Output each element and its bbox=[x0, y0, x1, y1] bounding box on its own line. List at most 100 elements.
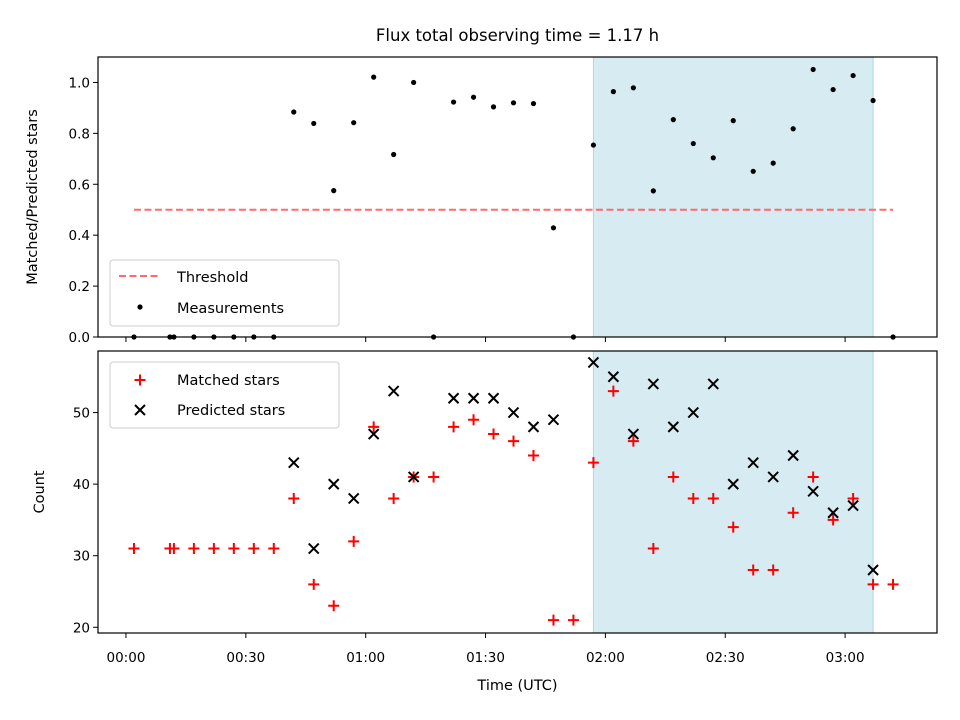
predicted-star-point bbox=[308, 542, 320, 555]
legend-measurements-label: Measurements bbox=[177, 301, 284, 317]
bottom-y-axis-label: Count bbox=[32, 470, 48, 513]
top-y-tick-label: 0.8 bbox=[69, 126, 90, 142]
matched-star-point bbox=[527, 449, 539, 461]
top-plot-frame bbox=[97, 56, 938, 338]
chart-title: Flux total observing time = 1.17 h bbox=[376, 26, 659, 45]
matched-star-point bbox=[687, 492, 699, 504]
legend-measurements-swatch bbox=[137, 304, 143, 310]
matched-star-point bbox=[508, 435, 520, 447]
measurement-point bbox=[291, 109, 297, 115]
predicted-star-point bbox=[387, 385, 400, 397]
matched-star-point bbox=[707, 492, 719, 504]
measurement-point bbox=[670, 117, 676, 123]
bottom-y-tick-label: 30 bbox=[73, 549, 90, 565]
top-y-tick-label: 0.4 bbox=[69, 228, 90, 244]
matched-star-point bbox=[308, 578, 320, 590]
top-panel: 0.0 0.2 0.4 0.6 0.8 1.0 Threshold Measurements bbox=[69, 56, 938, 346]
matched-star-point bbox=[368, 421, 380, 433]
matched-star-point bbox=[767, 564, 779, 576]
top-legend: Threshold Measurements bbox=[109, 259, 340, 327]
measurement-point bbox=[750, 168, 756, 174]
matched-star-point bbox=[847, 492, 859, 504]
bottom-legend: Matched stars Predicted stars bbox=[109, 361, 340, 429]
predicted-star-point bbox=[847, 499, 859, 512]
matched-star-point bbox=[587, 457, 599, 469]
matched-star-point bbox=[388, 492, 400, 504]
predicted-star-point bbox=[807, 485, 819, 497]
top-y-tick-label: 0.0 bbox=[69, 330, 90, 346]
predicted-star-point bbox=[367, 428, 380, 440]
matched-star-point bbox=[128, 543, 140, 555]
measurement-point bbox=[490, 104, 497, 110]
measurement-point bbox=[610, 89, 616, 95]
bottom-plot-frame bbox=[97, 350, 938, 634]
matched-star-point bbox=[647, 543, 659, 555]
bottom-y-tick-label: 40 bbox=[73, 477, 90, 493]
predicted-star-point bbox=[787, 449, 799, 462]
matched-star-point bbox=[288, 492, 300, 504]
measurement-point bbox=[850, 72, 856, 79]
top-legend-box bbox=[109, 259, 340, 327]
bottom-panel: 20 30 40 50 00:00 00:30 01:00 01:30 02:00 02:30 03… bbox=[73, 350, 938, 666]
predicted-star-point bbox=[867, 564, 879, 576]
measurement-point bbox=[730, 118, 736, 124]
predicted-star-point bbox=[647, 378, 660, 390]
measurement-point bbox=[770, 160, 776, 166]
matched-star-point bbox=[807, 471, 819, 483]
legend-predicted-swatch bbox=[134, 404, 146, 416]
predicted-star-point bbox=[328, 478, 340, 490]
matched-star-point bbox=[567, 614, 579, 626]
measurement-point bbox=[331, 188, 337, 194]
matched-star-point bbox=[787, 507, 799, 519]
bottom-y-tick-label: 20 bbox=[73, 620, 90, 636]
matched-star-point bbox=[448, 421, 460, 433]
legend-threshold-label: Threshold bbox=[176, 270, 248, 286]
matched-star-point bbox=[168, 543, 180, 555]
top-y-tick-label: 1.0 bbox=[69, 75, 90, 91]
legend-matched-label: Matched stars bbox=[177, 373, 280, 389]
measurement-point bbox=[650, 188, 656, 194]
matched-star-point bbox=[248, 543, 260, 555]
predicted-star-point bbox=[747, 456, 759, 469]
matched-star-point bbox=[827, 514, 839, 526]
measurement-point bbox=[790, 126, 796, 132]
predicted-star-point bbox=[507, 406, 520, 419]
matched-star-point bbox=[208, 543, 220, 555]
measurement-point bbox=[391, 151, 397, 158]
measurement-point bbox=[530, 100, 537, 107]
predicted-star-point bbox=[407, 471, 420, 483]
measurement-point bbox=[450, 99, 457, 105]
measurement-point bbox=[630, 85, 636, 91]
top-y-tick-label: 0.6 bbox=[69, 177, 90, 193]
measurement-point bbox=[510, 100, 517, 106]
predicted-star-point bbox=[627, 428, 640, 440]
legend-matched-swatch bbox=[134, 374, 146, 386]
predicted-star-point bbox=[707, 378, 719, 390]
matched-star-point bbox=[747, 564, 759, 576]
predicted-star-point bbox=[587, 356, 600, 369]
measurement-point bbox=[311, 120, 317, 127]
x-tick-label: 01:30 bbox=[466, 650, 505, 666]
predicted-star-point bbox=[288, 456, 300, 469]
measurement-point bbox=[830, 86, 836, 93]
matched-star-point bbox=[328, 600, 340, 612]
predicted-star-point bbox=[767, 471, 779, 483]
measurement-point bbox=[690, 140, 696, 147]
x-tick-label: 03:00 bbox=[826, 650, 865, 666]
x-tick-label: 02:30 bbox=[706, 650, 745, 666]
predicted-star-point bbox=[447, 392, 460, 404]
matched-star-point bbox=[228, 543, 240, 555]
predicted-star-point bbox=[727, 478, 739, 490]
predicted-star-point bbox=[467, 392, 480, 404]
matched-star-point bbox=[468, 414, 480, 426]
matched-star-point bbox=[667, 471, 679, 483]
matched-star-point bbox=[607, 385, 619, 397]
legend-predicted-label: Predicted stars bbox=[177, 403, 285, 419]
matched-star-point bbox=[488, 428, 500, 440]
x-tick-label: 00:30 bbox=[226, 650, 265, 666]
x-tick-label: 01:00 bbox=[346, 650, 385, 666]
bottom-y-tick-label: 50 bbox=[73, 406, 90, 422]
measurement-point bbox=[550, 225, 557, 231]
measurement-point bbox=[351, 120, 357, 126]
